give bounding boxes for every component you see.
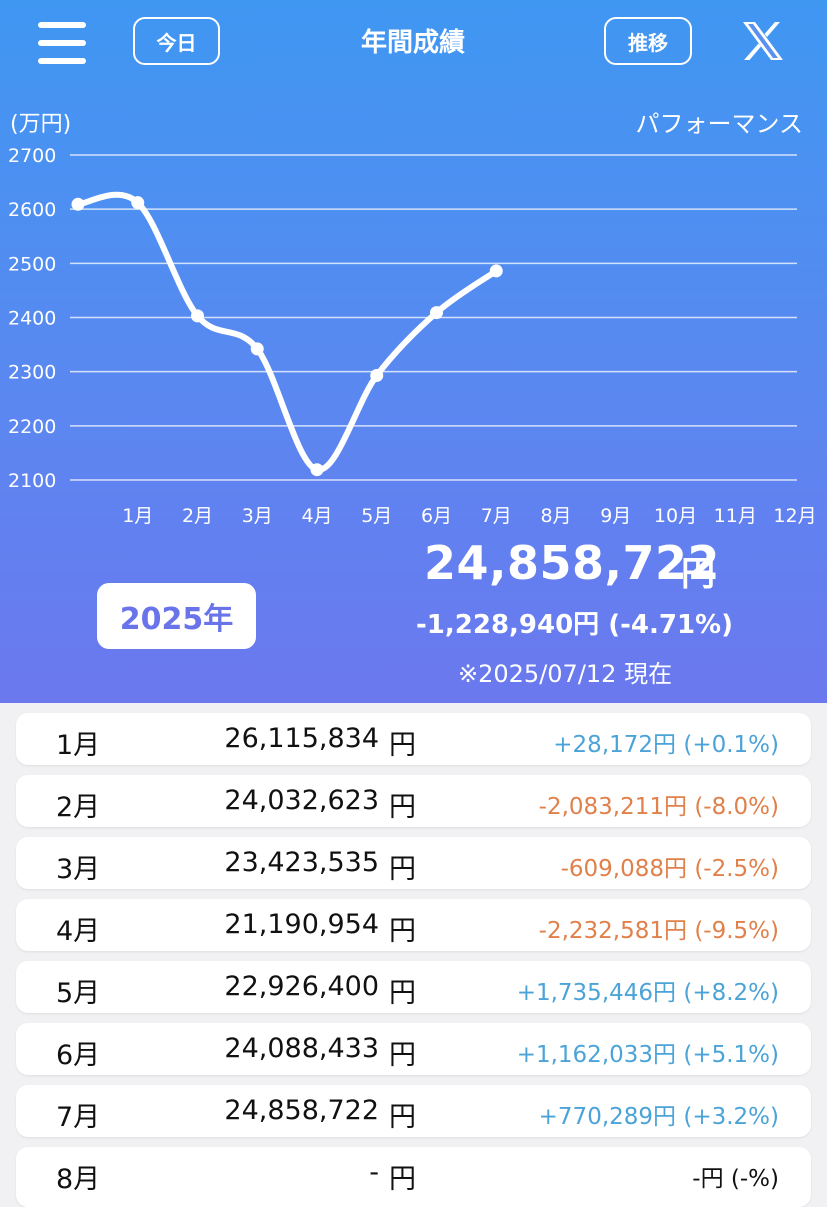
y-tick-label: 2500: [8, 253, 56, 275]
month-amount-unit: 円: [389, 854, 416, 885]
menu-icon[interactable]: [38, 22, 86, 64]
performance-header-panel: 今日 年間成績 推移 (万円) パフォーマンス 2700 2600 2500 2400…: [0, 0, 827, 703]
year-selector-button[interactable]: 2025年: [97, 583, 256, 649]
month-amount: 26,115,834: [224, 723, 379, 754]
trend-button[interactable]: 推移: [604, 17, 692, 65]
month-row[interactable]: 7月 24,858,722 円 +770,289円 (+3.2%): [16, 1085, 811, 1137]
today-button[interactable]: 今日: [133, 17, 220, 65]
x-tick-label: 12月: [773, 505, 816, 527]
total-unit: 円: [681, 554, 715, 594]
month-label: 2月: [56, 792, 101, 823]
page-title: 年間成績: [360, 28, 465, 58]
x-tick-label: 11月: [714, 505, 757, 527]
x-logo-icon[interactable]: [740, 20, 786, 62]
y-tick-label: 2400: [8, 308, 56, 330]
y-tick-label: 2700: [8, 145, 56, 167]
month-row[interactable]: 8月 - 円 -円 (-%): [16, 1147, 811, 1207]
chart-unit-label: (万円): [10, 112, 72, 137]
data-point: [191, 309, 204, 323]
x-tick-label: 9月: [600, 505, 631, 527]
month-amount: 22,926,400: [224, 971, 379, 1002]
month-change: -円 (-%): [692, 1166, 779, 1192]
data-point: [370, 368, 384, 382]
month-row[interactable]: 6月 24,088,433 円 +1,162,033円 (+5.1%): [16, 1023, 811, 1075]
month-label: 4月: [56, 916, 101, 947]
month-amount-unit: 円: [389, 978, 416, 1009]
y-tick-label: 2200: [8, 416, 56, 438]
month-change: -609,088円 (-2.5%): [560, 856, 779, 882]
performance-line-chart: 2700 2600 2500 2400 2300 2200 2100 1月 2月 3月 4月 5月 6月…: [8, 145, 817, 527]
data-point: [250, 342, 264, 356]
x-tick-label: 6月: [421, 505, 452, 527]
series-line: [75, 191, 500, 473]
month-change: -2,083,211円 (-8.0%): [538, 794, 779, 820]
month-amount: 24,088,433: [224, 1033, 379, 1064]
y-tick-label: 2300: [8, 362, 56, 384]
month-amount: 21,190,954: [224, 909, 379, 940]
data-point: [430, 306, 443, 320]
month-change: +1,735,446円 (+8.2%): [516, 980, 779, 1006]
month-change: +770,289円 (+3.2%): [538, 1104, 779, 1130]
x-tick-label: 8月: [540, 505, 571, 527]
month-amount: -: [369, 1157, 379, 1188]
month-label: 5月: [56, 978, 101, 1009]
x-tick-label: 3月: [242, 505, 273, 527]
month-change: +28,172円 (+0.1%): [553, 732, 779, 758]
month-amount-unit: 円: [389, 1164, 416, 1195]
total-amount: 24,858,722: [424, 536, 721, 590]
month-row[interactable]: 3月 23,423,535 円 -609,088円 (-2.5%): [16, 837, 811, 889]
month-change: -2,232,581円 (-9.5%): [538, 918, 779, 944]
y-tick-label: 2100: [8, 470, 56, 492]
month-label: 8月: [56, 1164, 101, 1195]
month-amount-unit: 円: [389, 792, 416, 823]
month-label: 1月: [56, 730, 101, 761]
chart-mode-label[interactable]: パフォーマンス: [635, 110, 803, 138]
data-point: [71, 197, 85, 211]
month-row[interactable]: 5月 22,926,400 円 +1,735,446円 (+8.2%): [16, 961, 811, 1013]
month-amount: 24,032,623: [224, 785, 379, 816]
data-point: [131, 196, 145, 210]
x-tick-label: 4月: [301, 505, 332, 527]
month-row[interactable]: 4月 21,190,954 円 -2,232,581円 (-9.5%): [16, 899, 811, 951]
month-amount-unit: 円: [389, 1102, 416, 1133]
data-point: [489, 264, 503, 278]
month-amount: 23,423,535: [224, 847, 379, 878]
month-amount-unit: 円: [389, 730, 416, 761]
as-of-date: ※2025/07/12 現在: [458, 660, 673, 688]
month-label: 7月: [56, 1102, 101, 1133]
month-label: 3月: [56, 854, 101, 885]
x-tick-label: 7月: [481, 505, 512, 527]
x-tick-label: 5月: [361, 505, 392, 527]
month-amount: 24,858,722: [224, 1095, 379, 1126]
x-tick-label: 10月: [654, 505, 697, 527]
x-tick-label: 2月: [182, 505, 213, 527]
month-amount-unit: 円: [389, 1040, 416, 1071]
month-row[interactable]: 1月 26,115,834 円 +28,172円 (+0.1%): [16, 713, 811, 765]
month-change: +1,162,033円 (+5.1%): [516, 1042, 779, 1068]
data-point: [310, 463, 324, 477]
month-label: 6月: [56, 1040, 101, 1071]
y-tick-label: 2600: [8, 199, 56, 221]
month-amount-unit: 円: [389, 916, 416, 947]
x-tick-label: 1月: [122, 505, 153, 527]
total-change: -1,228,940円 (-4.71%): [416, 610, 733, 640]
month-row[interactable]: 2月 24,032,623 円 -2,083,211円 (-8.0%): [16, 775, 811, 827]
